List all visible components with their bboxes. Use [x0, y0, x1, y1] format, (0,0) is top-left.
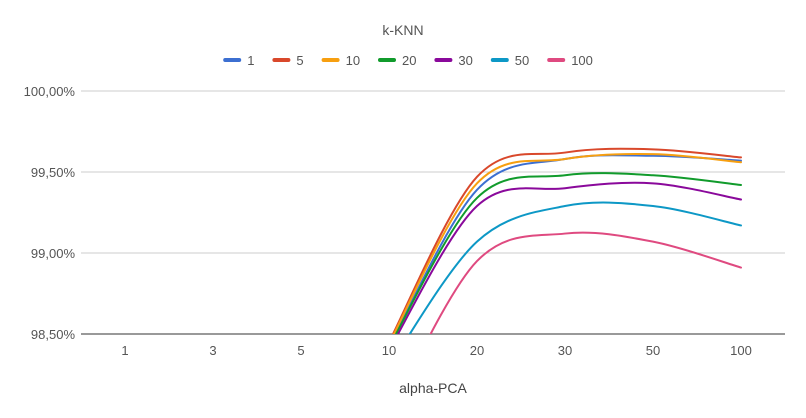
legend-item: 5	[272, 53, 304, 68]
series-line-50	[408, 201, 742, 334]
legend-label: 20	[402, 53, 416, 68]
series-line-30	[396, 181, 742, 334]
x-tick-label: 50	[646, 343, 660, 358]
legend-item: 1	[223, 53, 254, 68]
legend-label: 50	[515, 53, 529, 68]
y-tick-label: 99,50%	[31, 165, 76, 180]
x-tick-label: 20	[470, 343, 484, 358]
x-tick-label: 100	[730, 343, 752, 358]
legend-item: 100	[547, 53, 593, 68]
y-tick-label: 100,00%	[24, 84, 76, 99]
legend-label: 1	[247, 53, 254, 68]
series-line-5	[391, 147, 742, 334]
series-line-20	[394, 172, 742, 334]
x-tick-label: 3	[209, 343, 216, 358]
y-tick-label: 99,00%	[31, 246, 76, 261]
x-tick-label: 1	[121, 343, 128, 358]
legend-label: 100	[571, 53, 593, 68]
series-lines	[391, 147, 742, 334]
series-line-10	[392, 153, 742, 334]
chart-title: k-KNN	[382, 22, 423, 38]
legend-label: 10	[346, 53, 360, 68]
series-line-100	[429, 231, 742, 334]
legend-item: 30	[434, 53, 473, 68]
x-tick-label: 5	[297, 343, 304, 358]
legend-item: 50	[490, 53, 529, 68]
legend-item: 10	[321, 53, 360, 68]
legend-item: 20	[378, 53, 416, 68]
legend: 1 5 10 20 30 50 100	[223, 53, 593, 68]
x-tick-label: 10	[382, 343, 396, 358]
legend-label: 30	[458, 53, 472, 68]
legend-label: 5	[296, 53, 303, 68]
x-axis-title: alpha-PCA	[399, 380, 467, 396]
x-tick-label: 30	[558, 343, 572, 358]
x-axis-ticks: 1 3 5 10 20 30 50 100	[121, 343, 751, 358]
y-axis-ticks: 98,50% 99,00% 99,50% 100,00%	[24, 84, 76, 342]
y-tick-label: 98,50%	[31, 327, 76, 342]
